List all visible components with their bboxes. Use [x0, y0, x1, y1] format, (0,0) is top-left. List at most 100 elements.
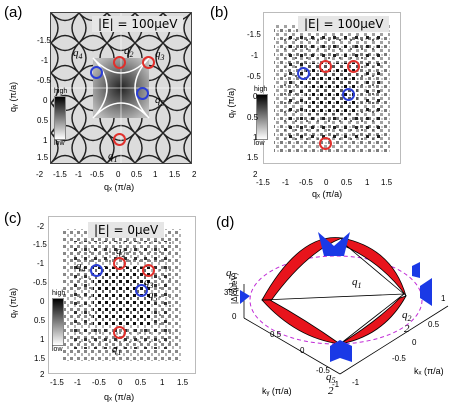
panel-c-xtick: 1.5 [177, 378, 189, 387]
panel-a-xtick: 0 [116, 170, 121, 179]
panel-a-q3-circle [142, 56, 155, 69]
panel-a-q1-label: q1 [108, 150, 118, 165]
panel-d-ky-axis [243, 317, 341, 375]
panel-c-q4-label: q4 [76, 260, 86, 275]
panel-a-xtick: -1.5 [53, 170, 67, 179]
panel-a-ytick: 0.5 [37, 116, 49, 125]
panel-c-ytick: 1 [40, 335, 45, 344]
panel-a-q2-label: q2 [124, 45, 134, 60]
panel-b-xtick: -1 [282, 178, 290, 187]
panel-b-map [263, 12, 401, 164]
panel-b-ytick: 1.5 [247, 153, 259, 162]
panel-d-kx-axis [339, 305, 449, 375]
panel-b-xtick: 1 [365, 178, 370, 187]
panel-c-xtick: -1 [74, 378, 82, 387]
panel-b-ytick: 1 [253, 133, 258, 142]
panel-d-q1-label: q1 [352, 276, 362, 291]
panel-a-cbar-low: low [54, 140, 65, 147]
panel-c-q4-circle [90, 264, 103, 277]
panel-d-kx-label: kₓ (π/a) [414, 366, 444, 376]
panel-d-letter: (d) [216, 214, 235, 231]
panel-d-q-line [261, 293, 405, 301]
panel-b-xtick: -1.5 [256, 178, 270, 187]
panel-a-ytick: -1.5 [37, 36, 51, 45]
panel-d-kx-tick: -0.5 [392, 354, 406, 363]
panel-a-letter: (a) [4, 4, 23, 21]
panel-b-q1-circle [319, 137, 332, 150]
panel-b-ytick: -1.5 [247, 30, 261, 39]
panel-c-xlabel: qₓ (π/a) [104, 392, 135, 402]
panel-d-node-top [318, 232, 350, 256]
panel-c-xtick: 0.5 [135, 378, 147, 387]
panel-b-xtick: -0.5 [299, 178, 313, 187]
panel-c-ytick: 2 [40, 370, 45, 379]
panel-d-node-bottom [330, 340, 352, 362]
panel-c-xtick: 1 [160, 378, 165, 387]
panel-c-ytick: 0 [40, 297, 45, 306]
panel-b-q2-circle [319, 60, 332, 73]
panel-b-cbar-low: low [254, 140, 265, 147]
panel-c-colorbar [52, 298, 64, 346]
panel-d-q2-arrow [339, 293, 405, 345]
panel-a-q1-circle [113, 133, 126, 146]
panel-d-q2-half-label: q2 2 [402, 309, 412, 336]
panel-c-cbar-high: high [52, 290, 66, 297]
panel-a-xtick: -1 [75, 170, 83, 179]
panel-a-ytick: -0.5 [37, 76, 51, 85]
panel-d-q1-arrow [341, 241, 405, 295]
panel-d-gap-lobe-lower-right [339, 295, 407, 345]
panel-c-q2-circle [113, 257, 126, 270]
panel-d-q3-half-label: q3 2 [226, 267, 236, 294]
panel-b-colorbar [256, 94, 268, 140]
panel-d-node-left [240, 290, 250, 304]
panel-c-xtick: -0.5 [92, 378, 106, 387]
panel-d-q5-half-label: q5 2 [326, 371, 336, 398]
panel-a-xtick: 0.5 [131, 170, 143, 179]
panel-c-q2-label: q2 [116, 245, 126, 260]
panel-d-ky-label: kᵧ (π/a) [262, 386, 292, 396]
panel-b-ytick: -1 [251, 51, 259, 60]
panel-a-cbar-high: high [54, 88, 68, 95]
panel-d-kx-tick: 0.5 [428, 320, 440, 329]
panel-c-cbar-low: low [52, 346, 63, 353]
panel-a-q3-label: q3 [155, 48, 165, 63]
panel-b-letter: (b) [210, 4, 229, 21]
panel-b-ytick: 0 [253, 92, 258, 101]
panel-d-node-right [420, 278, 432, 306]
panel-c-energy-label: |E| = 0μeV [88, 222, 165, 238]
panel-c-ytick: -1.5 [33, 240, 47, 249]
panel-a-q5-circle [136, 87, 149, 100]
panel-b-q5-circle [342, 88, 355, 101]
panel-a-xtick: 1 [153, 170, 158, 179]
panel-c-ytick: 1.5 [34, 354, 46, 363]
panel-a-ytick: 0 [43, 96, 48, 105]
panel-c-xtick: 0 [118, 378, 123, 387]
panel-c-letter: (c) [4, 210, 22, 227]
panel-b-ytick: -0.5 [247, 72, 261, 81]
panel-a-q4-circle [90, 66, 103, 79]
panel-a-q4-label: q4 [73, 47, 83, 62]
panel-c-q3-circle [142, 264, 155, 277]
panel-a-xtick: 1.5 [169, 170, 181, 179]
panel-a-xlabel: qₓ (π/a) [104, 182, 135, 192]
panel-c-xtick: -1.5 [50, 378, 64, 387]
panel-d-ztick: 350 [224, 288, 238, 297]
panel-a-ytick: -1 [41, 56, 49, 65]
panel-b-cbar-high: high [254, 86, 268, 93]
panel-d-kx-tick: 1 [441, 294, 446, 303]
panel-c-ytick: 0.5 [34, 316, 46, 325]
panel-a-xtick: 2 [192, 170, 197, 179]
panel-c-q1-label: q1 [112, 343, 122, 358]
panel-c-q1-circle [113, 326, 126, 339]
panel-d-ky-tick: 0.5 [270, 330, 282, 339]
panel-b-xtick: 1.5 [381, 178, 393, 187]
panel-d-kx-tick: 0 [412, 338, 417, 347]
panel-c-ytick: -0.5 [33, 278, 47, 287]
panel-b-xtick: 0.5 [341, 178, 353, 187]
panel-d-dashed-fermi-contour [249, 255, 423, 345]
panel-b-xtick: 0 [324, 178, 329, 187]
panel-c-ytick: -1 [37, 259, 45, 268]
panel-b-q4-circle [297, 67, 310, 80]
panel-a-xtick: -2 [36, 170, 44, 179]
